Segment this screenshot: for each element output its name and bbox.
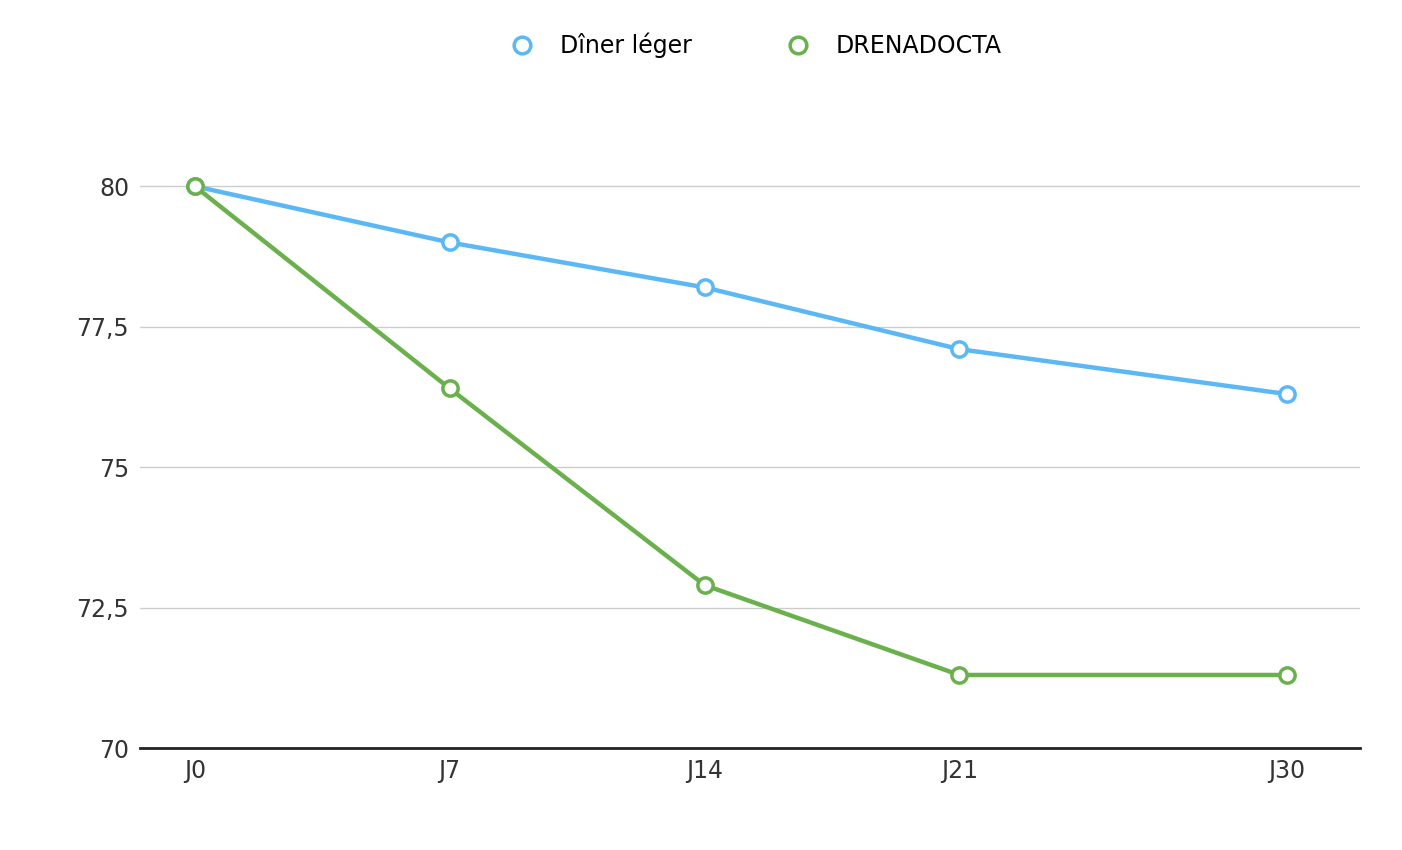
Legend: Dîner léger, DRENADOCTA: Dîner léger, DRENADOCTA xyxy=(489,23,1011,68)
